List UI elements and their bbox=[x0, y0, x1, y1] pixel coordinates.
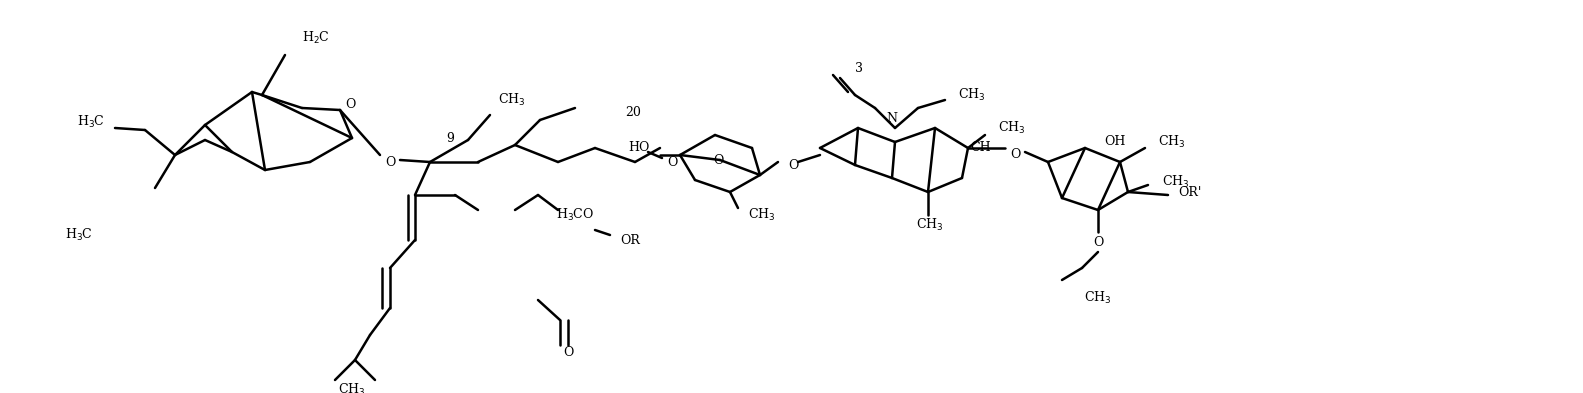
Text: O: O bbox=[666, 156, 678, 169]
Text: N: N bbox=[886, 112, 898, 125]
Text: O: O bbox=[564, 345, 573, 358]
Text: OH: OH bbox=[1105, 136, 1126, 149]
Text: CH$_3$: CH$_3$ bbox=[1084, 290, 1111, 306]
Text: CH$_3$: CH$_3$ bbox=[499, 92, 526, 108]
Text: H$_2$C: H$_2$C bbox=[302, 30, 329, 46]
Text: CH$_3$: CH$_3$ bbox=[958, 87, 986, 103]
Text: CH$_3$: CH$_3$ bbox=[917, 217, 943, 233]
Text: O: O bbox=[712, 154, 723, 167]
Text: CH$_3$: CH$_3$ bbox=[339, 382, 366, 393]
Text: O: O bbox=[1092, 235, 1103, 248]
Text: O: O bbox=[385, 156, 396, 169]
Text: H$_3$C: H$_3$C bbox=[78, 114, 104, 130]
Text: 20: 20 bbox=[625, 105, 641, 119]
Text: 3: 3 bbox=[855, 61, 863, 75]
Text: CH$_3$: CH$_3$ bbox=[997, 120, 1026, 136]
Text: CH$_3$: CH$_3$ bbox=[1162, 174, 1189, 190]
Text: CH$_3$: CH$_3$ bbox=[749, 207, 776, 223]
Text: HO: HO bbox=[628, 141, 651, 154]
Text: OR': OR' bbox=[1178, 185, 1201, 198]
Text: O: O bbox=[1010, 149, 1019, 162]
Text: O: O bbox=[345, 97, 355, 110]
Text: OR: OR bbox=[621, 233, 640, 246]
Text: 9: 9 bbox=[446, 132, 454, 145]
Text: O: O bbox=[788, 158, 798, 171]
Text: H$_3$CO: H$_3$CO bbox=[556, 207, 594, 223]
Text: CH$_3$: CH$_3$ bbox=[1159, 134, 1186, 150]
Text: H$_3$C: H$_3$C bbox=[65, 227, 93, 243]
Text: CH: CH bbox=[970, 141, 991, 154]
